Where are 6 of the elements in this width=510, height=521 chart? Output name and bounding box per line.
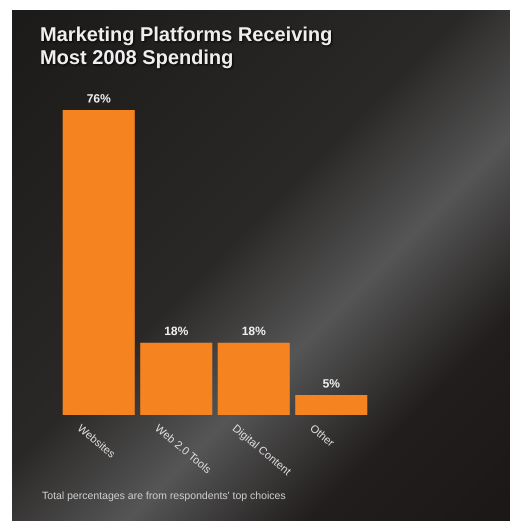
data-label: 18% [242,324,266,338]
text: Total percentages are from respondents' top choices [42,490,286,502]
data-label: 18% [164,324,189,338]
data-label: 5% [322,376,340,390]
data-label: 76% [86,91,112,106]
chart-title: Marketing Platforms Receiving Most 2008 Spending [40,24,334,70]
